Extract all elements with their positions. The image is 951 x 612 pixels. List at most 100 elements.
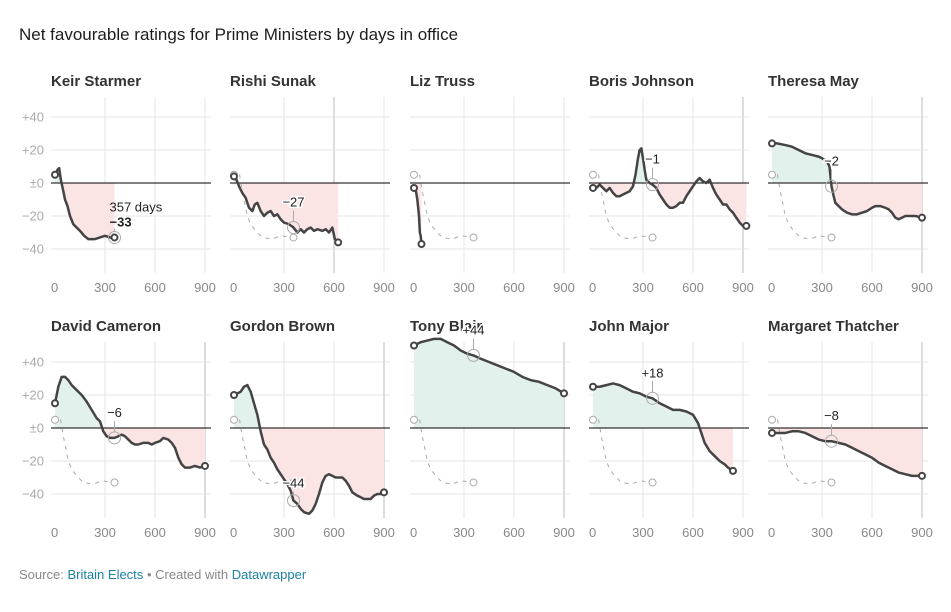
annotation-value: −44 bbox=[282, 476, 304, 491]
reference-end-marker bbox=[648, 478, 657, 487]
reference-line bbox=[54, 415, 115, 485]
x-tick-label: 600 bbox=[861, 280, 883, 295]
reference-end-marker bbox=[289, 233, 298, 242]
x-tick-label: 600 bbox=[503, 280, 525, 295]
panel-title: Keir Starmer bbox=[51, 73, 141, 90]
area-positive bbox=[593, 383, 733, 428]
end-marker bbox=[742, 221, 751, 230]
reference-end-marker bbox=[110, 478, 119, 487]
panel-liz-truss: Liz Truss 0 300 600 900 bbox=[410, 73, 575, 295]
x-tick-label: 900 bbox=[553, 525, 575, 540]
panel-title: Margaret Thatcher bbox=[768, 318, 899, 335]
x-tick-label: 600 bbox=[144, 280, 166, 295]
annotation-days: 357 days bbox=[110, 199, 163, 214]
x-tick-label: 600 bbox=[323, 280, 345, 295]
x-tick-label: 900 bbox=[194, 280, 216, 295]
series-line bbox=[772, 142, 923, 221]
start-marker bbox=[51, 399, 59, 408]
x-tick-label: 0 bbox=[51, 280, 58, 295]
series-line bbox=[233, 383, 385, 516]
x-tick-label: 300 bbox=[453, 525, 475, 540]
reference-line bbox=[413, 170, 474, 240]
panel-title: Rishi Sunak bbox=[230, 73, 317, 90]
area-negative bbox=[55, 428, 205, 468]
end-marker bbox=[417, 240, 426, 249]
x-tick-label: 900 bbox=[373, 280, 395, 295]
panel-gordon-brown: Gordon Brown 0 300 600 900 −44 bbox=[230, 318, 395, 540]
reference-start-marker bbox=[589, 170, 597, 179]
start-marker bbox=[768, 428, 776, 437]
x-tick-label: 600 bbox=[861, 525, 883, 540]
annotation-value: −6 bbox=[107, 405, 122, 420]
x-tick-label: 0 bbox=[230, 525, 237, 540]
x-tick-label: 300 bbox=[94, 280, 116, 295]
x-tick-label: 600 bbox=[144, 525, 166, 540]
x-tick-label: 300 bbox=[273, 280, 295, 295]
x-tick-label: 600 bbox=[682, 280, 704, 295]
footer: Source: Britain Elects • Created with Da… bbox=[19, 567, 306, 582]
x-tick-label: 600 bbox=[682, 525, 704, 540]
x-tick-label: 600 bbox=[503, 525, 525, 540]
x-tick-label: 300 bbox=[273, 525, 295, 540]
series-line bbox=[593, 147, 747, 228]
britain-elects-link[interactable]: Britain Elects bbox=[67, 567, 144, 582]
panel-theresa-may: Theresa May 0 300 600 900 −2 bbox=[768, 73, 933, 295]
reference-end-marker bbox=[827, 233, 836, 242]
panel-keir-starmer: Keir Starmer +40 +20 ±0 −20 −40 0 300 600 900 357 … bbox=[22, 73, 216, 295]
x-tick-label: 0 bbox=[410, 525, 417, 540]
area-negative bbox=[593, 428, 733, 471]
series-line bbox=[593, 382, 734, 472]
panel-title: Liz Truss bbox=[410, 73, 475, 90]
x-tick-label: 900 bbox=[373, 525, 395, 540]
annotation-value: −1 bbox=[645, 152, 660, 167]
y-tick-label: −40 bbox=[22, 242, 44, 257]
area-negative bbox=[772, 428, 922, 476]
y-tick-label: +20 bbox=[22, 143, 44, 158]
panel-title: Gordon Brown bbox=[230, 318, 335, 335]
footer-separator: • bbox=[146, 567, 152, 582]
x-tick-label: 900 bbox=[553, 280, 575, 295]
x-tick-label: 300 bbox=[632, 280, 654, 295]
reference-start-marker bbox=[410, 415, 418, 424]
end-marker bbox=[918, 213, 926, 222]
start-marker bbox=[410, 183, 418, 192]
end-marker bbox=[560, 389, 568, 398]
x-tick-label: 600 bbox=[323, 525, 345, 540]
start-marker bbox=[51, 170, 59, 179]
start-marker bbox=[230, 391, 238, 399]
created-with-label: Created with bbox=[155, 567, 229, 582]
panel-rishi-sunak: Rishi Sunak 0 300 600 900 −27 bbox=[230, 73, 395, 295]
area-positive bbox=[55, 376, 205, 428]
y-tick-label: +20 bbox=[22, 388, 44, 403]
end-marker bbox=[729, 466, 737, 475]
panel-tony-blair: Tony Blair 0 300 600 900 +44 bbox=[410, 318, 575, 540]
end-marker bbox=[918, 471, 926, 480]
panel-title: David Cameron bbox=[51, 318, 161, 335]
panel-john-major: John Major 0 300 600 900 +18 bbox=[589, 318, 754, 540]
y-tick-label: −20 bbox=[22, 454, 44, 469]
area-positive bbox=[772, 143, 922, 183]
reference-line bbox=[592, 415, 653, 485]
series-line bbox=[233, 175, 340, 244]
datawrapper-link[interactable]: Datawrapper bbox=[231, 567, 307, 582]
start-marker bbox=[589, 382, 597, 391]
x-tick-label: 900 bbox=[732, 280, 754, 295]
series-line bbox=[53, 166, 115, 241]
x-tick-label: 0 bbox=[589, 280, 596, 295]
x-tick-label: 0 bbox=[230, 280, 237, 295]
x-tick-label: 300 bbox=[94, 525, 116, 540]
x-tick-label: 0 bbox=[410, 280, 417, 295]
source-label: Source: bbox=[19, 567, 64, 582]
panel-margaret-thatcher: Margaret Thatcher 0 300 600 900 −8 bbox=[768, 318, 933, 540]
annotation-value: −2 bbox=[824, 153, 839, 168]
reference-start-marker bbox=[768, 415, 776, 424]
reference-end-marker bbox=[827, 478, 836, 487]
x-tick-label: 0 bbox=[768, 525, 775, 540]
x-tick-label: 0 bbox=[589, 525, 596, 540]
reference-end-marker bbox=[289, 478, 298, 487]
area-negative bbox=[593, 183, 747, 226]
x-tick-label: 900 bbox=[911, 280, 933, 295]
area-negative bbox=[234, 428, 384, 514]
chart-title: Net favourable ratings for Prime Ministe… bbox=[19, 25, 459, 44]
reference-line bbox=[413, 415, 474, 485]
